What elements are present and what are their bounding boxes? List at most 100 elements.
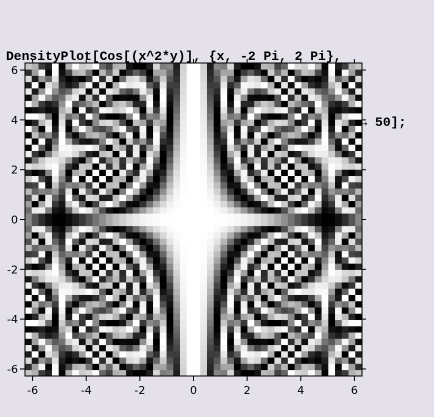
density-cell: [260, 113, 268, 120]
density-cell: [200, 131, 208, 139]
density-cell: [240, 250, 248, 258]
density-cell: [78, 350, 87, 358]
density-cell: [348, 294, 356, 302]
density-cell: [31, 282, 39, 289]
density-cell: [132, 300, 140, 308]
density-cell: [355, 319, 363, 327]
density-cell: [119, 325, 127, 333]
density-cell: [220, 225, 228, 233]
density-cell: [132, 213, 140, 220]
density-cell: [294, 363, 302, 371]
density-cell: [146, 313, 154, 321]
density-cell: [240, 113, 248, 120]
density-cell: [180, 163, 188, 170]
density-cell: [139, 113, 147, 120]
density-cell: [173, 125, 181, 133]
density-cell: [51, 169, 60, 177]
density-cell: [159, 94, 167, 101]
density-cell: [153, 200, 161, 208]
density-cell: [58, 319, 66, 327]
density-cell: [206, 150, 215, 158]
density-cell: [45, 81, 53, 89]
density-cell: [65, 307, 73, 314]
density-cell: [274, 238, 282, 245]
density-cell: [213, 250, 221, 258]
density-cell: [78, 232, 87, 239]
density-cell: [227, 257, 235, 264]
density-cell: [25, 88, 33, 95]
density-cell: [301, 213, 309, 220]
density-cell: [200, 282, 208, 289]
density-cell: [308, 175, 316, 183]
density-cell: [159, 156, 167, 164]
density-cell: [78, 206, 87, 214]
density-cell: [105, 181, 113, 189]
density-cell: [220, 100, 228, 108]
density-cell: [314, 194, 322, 202]
density-cell: [200, 357, 208, 364]
density-cell: [341, 232, 349, 239]
density-cell: [112, 263, 120, 270]
density-cell: [173, 350, 181, 358]
density-cell: [281, 313, 289, 321]
density-cell: [153, 350, 161, 358]
density-cell: [139, 100, 147, 108]
density-cell: [301, 238, 309, 245]
density-cell: [213, 144, 221, 151]
density-cell: [186, 313, 194, 321]
density-cell: [105, 156, 113, 164]
density-cell: [227, 125, 235, 133]
density-cell: [220, 156, 228, 164]
density-cell: [25, 213, 33, 220]
density-cell: [240, 294, 248, 302]
density-cell: [126, 288, 134, 295]
density-cell: [119, 81, 127, 89]
density-cell: [105, 125, 113, 133]
density-cell: [159, 75, 167, 83]
density-cell: [227, 319, 235, 327]
density-cell: [200, 294, 208, 302]
density-cell: [294, 257, 302, 264]
density-cell: [119, 313, 127, 321]
density-cell: [31, 357, 39, 364]
density-cell: [267, 357, 275, 364]
density-cell: [99, 81, 107, 89]
density-cell: [38, 369, 46, 377]
density-cell: [146, 263, 154, 270]
density-cell: [139, 138, 147, 145]
density-cell: [126, 150, 134, 158]
density-cell: [247, 88, 255, 95]
density-cell: [51, 88, 60, 95]
density-cell: [180, 275, 188, 283]
density-cell: [45, 319, 53, 327]
density-cell: [321, 194, 329, 202]
density-cell: [105, 150, 113, 158]
density-cell: [254, 232, 262, 239]
density-cell: [132, 181, 140, 189]
density-cell: [25, 238, 33, 245]
density-cell: [65, 138, 73, 145]
density-cell: [58, 307, 66, 314]
density-cell: [314, 369, 322, 377]
density-cell: [213, 357, 221, 364]
density-cell: [146, 250, 154, 258]
density-cell: [139, 200, 147, 208]
density-cell: [112, 369, 120, 377]
density-cell: [180, 81, 188, 89]
density-cell: [153, 363, 161, 371]
density-cell: [78, 169, 87, 177]
density-cell: [355, 113, 363, 120]
density-cell: [247, 338, 255, 346]
density-cell: [105, 119, 113, 126]
density-cell: [99, 150, 107, 158]
density-cell: [180, 313, 188, 321]
density-cell: [254, 169, 262, 177]
density-cell: [260, 225, 268, 233]
density-cell: [119, 100, 127, 108]
density-cell: [65, 100, 73, 108]
density-cell: [25, 363, 33, 371]
density-cell: [193, 106, 201, 114]
density-cell: [153, 206, 161, 214]
density-cell: [328, 163, 336, 170]
density-cell: [105, 106, 113, 114]
